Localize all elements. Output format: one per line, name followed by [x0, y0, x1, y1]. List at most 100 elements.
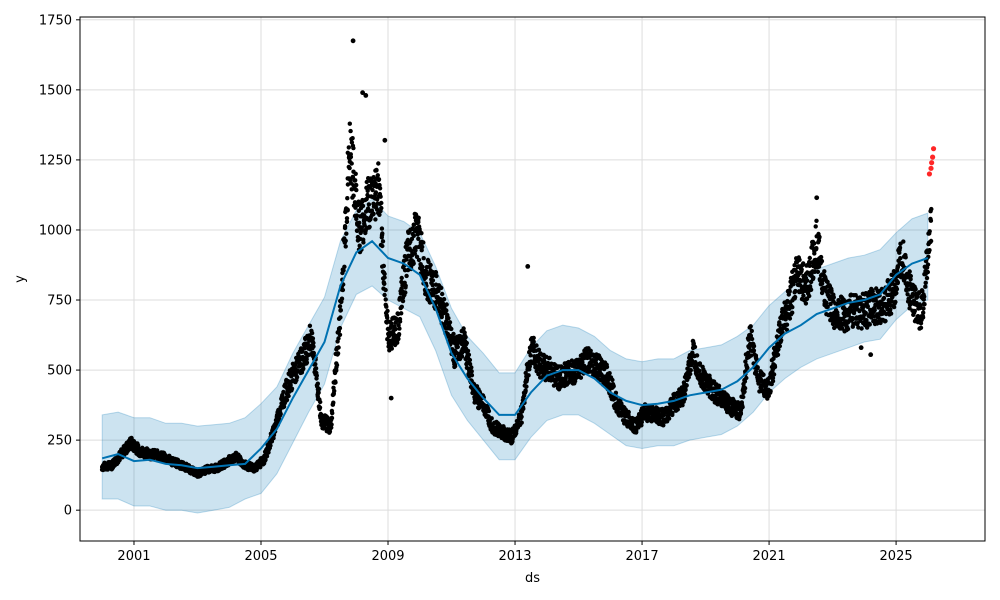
observed-point	[792, 294, 798, 300]
observed-point	[770, 375, 776, 381]
observed-point	[412, 251, 417, 256]
observed-point	[349, 161, 354, 166]
observed-point	[912, 308, 917, 314]
highlighted-point	[928, 165, 934, 171]
observed-point	[580, 360, 585, 365]
observed-point	[396, 336, 401, 342]
observed-point	[777, 322, 782, 327]
observed-point	[857, 308, 862, 314]
observed-point	[817, 234, 822, 240]
observed-point	[350, 38, 356, 44]
observed-point	[426, 259, 431, 264]
observed-point	[347, 121, 352, 126]
observed-point	[805, 278, 810, 283]
observed-point	[284, 397, 290, 403]
observed-point	[309, 330, 315, 336]
observed-point	[304, 357, 309, 362]
observed-point	[301, 366, 306, 371]
observed-point	[338, 315, 343, 320]
observed-point	[761, 372, 766, 377]
observed-point	[534, 343, 539, 348]
observed-point	[514, 431, 519, 436]
observed-point	[797, 257, 802, 262]
observed-point	[335, 351, 341, 356]
observed-point	[610, 377, 615, 383]
observed-point	[688, 371, 693, 377]
observed-point	[421, 240, 426, 245]
y-axis-label: y	[13, 275, 28, 283]
observed-point	[927, 229, 932, 234]
y-tick-label: 500	[47, 364, 72, 379]
observed-point	[745, 365, 750, 370]
observed-point	[428, 262, 433, 268]
observed-point	[420, 244, 425, 250]
observed-point	[811, 275, 816, 280]
observed-point	[639, 419, 644, 425]
observed-point	[403, 283, 408, 288]
observed-point	[694, 353, 700, 358]
observed-point	[380, 239, 386, 244]
observed-point	[313, 362, 318, 367]
observed-point	[380, 243, 385, 249]
observed-point	[382, 137, 388, 143]
observed-point	[434, 273, 439, 279]
observed-point	[763, 383, 769, 388]
observed-point	[784, 322, 790, 327]
observed-point	[749, 328, 754, 334]
observed-point	[400, 298, 406, 304]
observed-point	[379, 200, 384, 206]
observed-point	[807, 293, 812, 299]
observed-point	[469, 373, 475, 378]
observed-point	[531, 339, 536, 344]
observed-point	[281, 389, 286, 395]
observed-point	[365, 188, 370, 193]
observed-point	[421, 256, 426, 261]
observed-point	[353, 178, 358, 183]
observed-point	[462, 330, 467, 335]
observed-point	[923, 280, 928, 285]
observed-point	[852, 308, 857, 313]
observed-point	[342, 225, 348, 231]
forecast-line	[101, 239, 929, 470]
x-tick-label: 2025	[880, 549, 913, 564]
observed-point	[924, 275, 930, 281]
highlighted-point	[926, 171, 933, 177]
observed-point	[742, 389, 747, 394]
observed-point	[155, 448, 160, 453]
observed-point	[697, 361, 703, 366]
observed-point	[793, 288, 798, 294]
observed-point	[356, 199, 361, 204]
observed-point	[536, 347, 542, 352]
observed-point	[329, 415, 335, 421]
observed-point	[343, 244, 348, 249]
observed-point	[449, 326, 454, 332]
x-tick-label: 2005	[244, 549, 277, 564]
observed-point	[824, 300, 829, 305]
observed-point	[745, 350, 751, 356]
observed-point	[331, 391, 336, 396]
observed-point	[433, 270, 438, 275]
observed-point	[855, 321, 860, 326]
x-tick-label: 2009	[371, 549, 404, 564]
observed-point	[396, 323, 401, 328]
observed-point	[348, 128, 353, 134]
observed-point	[867, 322, 872, 327]
observed-point	[768, 390, 773, 395]
observed-point	[395, 340, 400, 345]
observed-point	[388, 395, 394, 401]
observed-point	[451, 331, 456, 337]
observed-point	[812, 269, 817, 274]
observed-point	[697, 368, 702, 373]
observed-point	[376, 177, 382, 182]
observed-point	[417, 226, 422, 232]
observed-point	[895, 264, 900, 270]
observed-point	[888, 311, 894, 316]
observed-point	[611, 383, 616, 388]
observed-point	[814, 218, 819, 223]
observed-point	[898, 256, 903, 261]
observed-point	[751, 343, 757, 349]
observed-point	[799, 267, 804, 272]
observed-point	[416, 215, 421, 220]
observed-point	[363, 93, 369, 98]
observed-point	[416, 219, 421, 225]
